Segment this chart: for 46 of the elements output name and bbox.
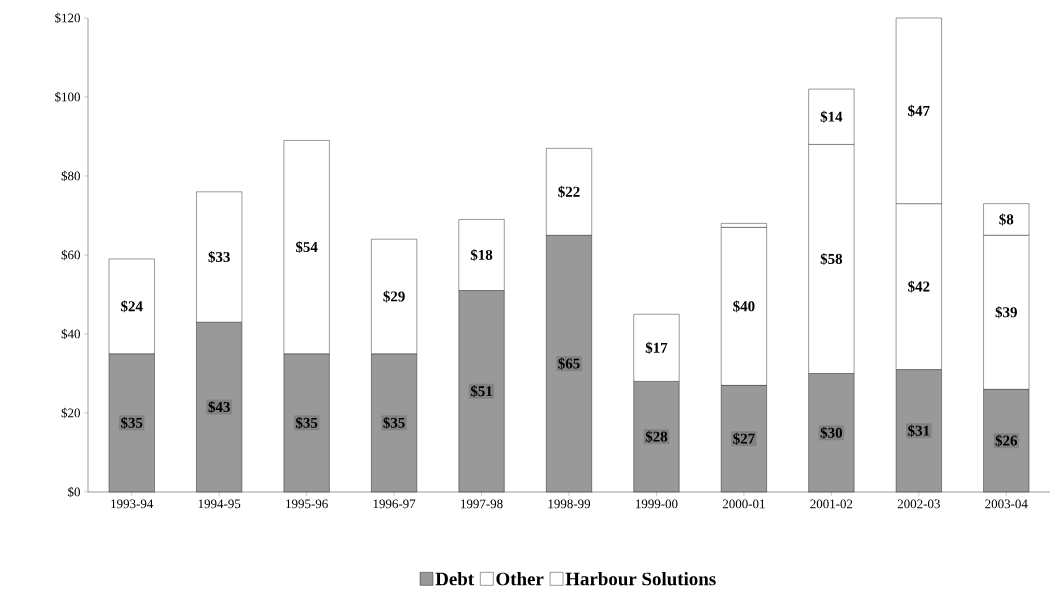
data-label: $14 xyxy=(820,110,843,123)
data-label: $54 xyxy=(295,241,318,254)
x-tick-label: 1993-94 xyxy=(111,499,154,509)
data-label: $40 xyxy=(733,300,755,313)
y-tick-label: $40 xyxy=(61,328,80,340)
data-label: $58 xyxy=(820,252,843,265)
data-label: $42 xyxy=(908,280,930,293)
x-tick-label: 2003-04 xyxy=(985,499,1028,509)
y-tick-label: $100 xyxy=(55,91,80,103)
data-label: $30 xyxy=(820,426,843,439)
data-label: $8 xyxy=(999,213,1014,226)
x-tick-label: 1997-98 xyxy=(461,499,503,509)
y-tick-label: $60 xyxy=(61,249,80,261)
x-tick-label: 2002-03 xyxy=(897,499,940,509)
data-label: $22 xyxy=(558,185,580,198)
legend-label: Harbour Solutions xyxy=(565,572,716,586)
legend-label: Other xyxy=(496,572,544,586)
data-label: $51 xyxy=(470,385,492,398)
x-tick-label: 2001-02 xyxy=(810,499,853,509)
data-label: $17 xyxy=(645,341,668,354)
y-tick-label: $0 xyxy=(68,486,80,498)
data-label: $47 xyxy=(908,104,930,117)
x-tick-label: 1996-97 xyxy=(373,499,416,509)
data-label: $26 xyxy=(995,434,1018,447)
data-label: $43 xyxy=(208,401,230,414)
data-label: $33 xyxy=(208,251,230,263)
legend-label: Debt xyxy=(435,572,475,586)
data-label: $28 xyxy=(645,430,668,443)
x-tick-label: 1994-95 xyxy=(198,499,241,509)
data-label: $31 xyxy=(908,424,930,437)
data-label: $35 xyxy=(295,416,318,429)
x-tick-label: 1995-96 xyxy=(286,499,328,509)
x-tick-label: 1998-99 xyxy=(548,499,591,509)
y-tick-label: $80 xyxy=(61,170,80,182)
x-tick-label: 1999-00 xyxy=(636,499,678,509)
data-label: $39 xyxy=(995,306,1017,319)
data-label: $35 xyxy=(121,416,143,429)
data-label: $18 xyxy=(470,249,493,261)
data-label: $35 xyxy=(383,416,405,429)
y-tick-label: $120 xyxy=(55,12,80,24)
x-tick-label: 2000-01 xyxy=(722,499,765,509)
y-tick-label: $20 xyxy=(61,407,80,419)
data-label: $24 xyxy=(121,300,143,313)
data-label: $65 xyxy=(558,357,580,370)
data-label: $29 xyxy=(383,290,405,303)
data-label: $27 xyxy=(733,432,755,445)
